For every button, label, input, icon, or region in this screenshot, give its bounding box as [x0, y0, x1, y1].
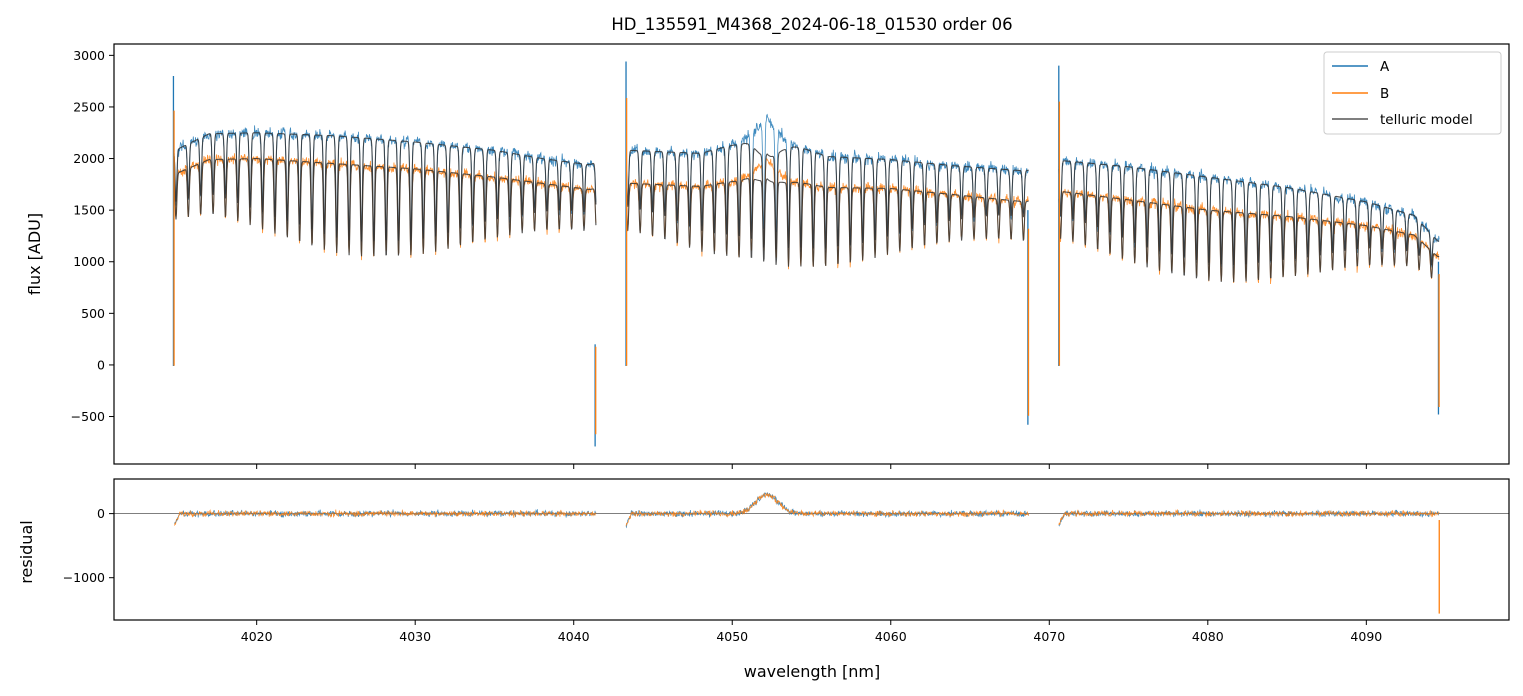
telluric-model-a-segment-1 [625, 142, 1029, 250]
legend-box [1323, 51, 1502, 135]
chart-title: HD_135591_M4368_2024-06-18_01530 order 0… [611, 15, 1012, 35]
top-ylabel: flux [ADU] [25, 213, 44, 295]
top-ytick-label: 1500 [73, 203, 105, 218]
residual-a-segment-2 [1058, 509, 1440, 527]
legend-label-telluric: telluric model [1380, 112, 1473, 128]
xtick-label: 4080 [1192, 629, 1224, 644]
top-axis-ticks: 3000 2500 2000 1500 1000 500 0 −500 [71, 48, 1367, 469]
top-ytick-label: 1000 [73, 254, 105, 269]
top-ytick-label: 3000 [73, 48, 105, 63]
xtick-label: 4090 [1350, 629, 1382, 644]
xlabel: wavelength [nm] [744, 662, 881, 681]
legend: A B telluric model [1323, 51, 1502, 135]
top-panel-series [172, 61, 1440, 447]
xtick-label: 4030 [399, 629, 431, 644]
bottom-axis-ticks: 0 −1000 4020 4030 4040 4050 4060 4070 4080 4090 [63, 506, 1383, 644]
telluric-model-b-segment-1 [625, 178, 1029, 267]
telluric-model-b-segment-2 [1058, 191, 1440, 283]
telluric-model-a-segment-2 [1058, 160, 1440, 266]
bottom-ytick-label: −1000 [63, 570, 105, 585]
xtick-label: 4070 [1033, 629, 1065, 644]
residual-b-segment-0 [173, 509, 597, 526]
residual-b-segment-2 [1058, 509, 1440, 526]
bottom-ylabel: residual [17, 520, 36, 583]
bottom-ytick-label: 0 [97, 506, 105, 521]
bottom-panel-frame [113, 478, 1510, 621]
xtick-label: 4050 [716, 629, 748, 644]
top-panel-frame [113, 43, 1510, 465]
xtick-label: 4040 [558, 629, 590, 644]
series-b-segment-2 [1058, 188, 1440, 285]
top-ytick-label: 2000 [73, 151, 105, 166]
xtick-label: 4060 [875, 629, 907, 644]
residual-a-segment-1 [625, 491, 1029, 529]
top-ytick-label: 2500 [73, 99, 105, 114]
telluric-model-b-segment-0 [173, 158, 597, 257]
bottom-panel-series [114, 491, 1509, 614]
series-a-segment-2 [1058, 156, 1440, 270]
legend-label-a: A [1380, 59, 1390, 75]
top-ytick-label: 0 [97, 357, 105, 372]
legend-label-b: B [1380, 86, 1389, 102]
residual-b-segment-1 [625, 492, 1029, 527]
top-ytick-label: 500 [81, 306, 105, 321]
xtick-label: 4020 [241, 629, 273, 644]
top-ytick-label: −500 [71, 409, 105, 424]
